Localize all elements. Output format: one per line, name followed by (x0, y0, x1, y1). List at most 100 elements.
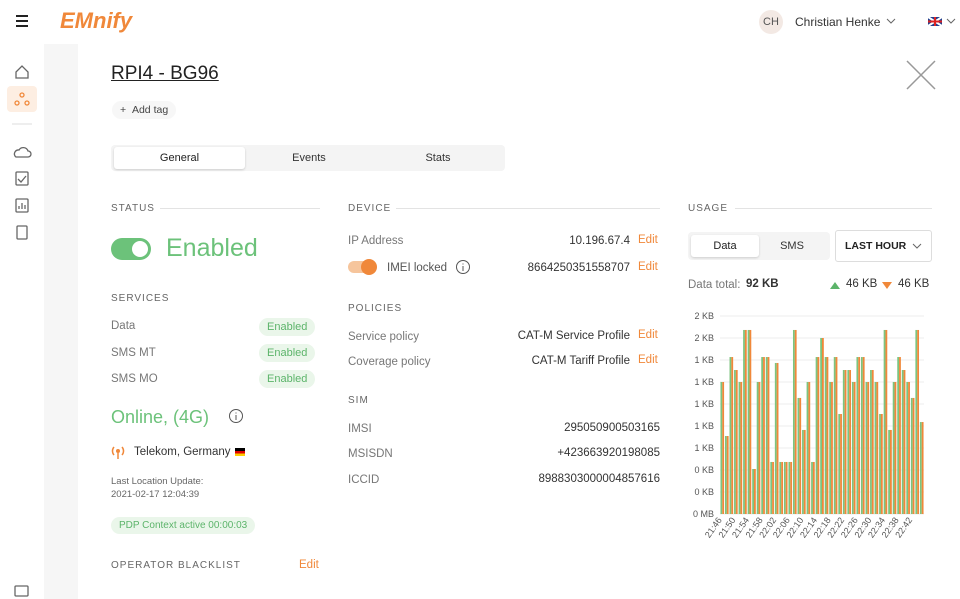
bar (799, 397, 802, 514)
bar (910, 397, 913, 514)
field-label: IMSI (348, 423, 372, 435)
service-name: SMS MT (111, 347, 156, 359)
tab[interactable]: Stats (425, 152, 451, 164)
imei-toggle[interactable] (348, 259, 377, 275)
bar (803, 429, 806, 514)
bar (824, 357, 827, 514)
bar (774, 362, 777, 514)
bar (724, 436, 727, 514)
usage-tab[interactable]: Data (691, 235, 759, 257)
bar (734, 370, 736, 514)
section-heading: SIM (348, 395, 369, 406)
tab[interactable]: General (114, 147, 245, 169)
add-tag[interactable]: + Add tag (112, 101, 177, 119)
edit-link[interactable]: Edit (638, 354, 658, 366)
bar (720, 382, 723, 514)
range-select[interactable]: LAST HOUR (835, 230, 932, 262)
bar (860, 357, 863, 514)
bar (919, 422, 922, 514)
bar (888, 429, 890, 514)
bar (754, 469, 756, 514)
edit-link[interactable]: Edit (638, 261, 658, 273)
logo[interactable]: EMnify (60, 8, 133, 33)
bar (792, 329, 795, 514)
bar (729, 357, 732, 514)
edit-link[interactable]: Edit (638, 329, 658, 341)
bar (903, 370, 906, 514)
add-tag-text: Add tag (131, 104, 169, 116)
bar (894, 382, 897, 514)
bar (797, 397, 800, 514)
close[interactable] (904, 58, 938, 92)
gutter (44, 44, 78, 599)
bar (874, 382, 877, 514)
edit-link[interactable]: Edit (638, 234, 658, 246)
usage-tab[interactable]: SMS (780, 240, 804, 252)
section-heading: DEVICE (348, 203, 392, 214)
edit-link[interactable]: Edit (299, 559, 319, 571)
bar (844, 370, 847, 514)
bar (790, 461, 793, 514)
service-name: Data (111, 320, 136, 332)
bar (817, 357, 820, 514)
bar (820, 338, 822, 514)
usage-chart: 0 MB 0 KB 0 KB 1 KB 1 KB 1 KB 1 KB 1 KB 2 KB 2 KB… (693, 311, 924, 540)
range-text: LAST HOUR (845, 240, 907, 252)
field-label: MSISDN (348, 448, 393, 460)
field-value: CAT-M Service Profile (517, 330, 630, 342)
bar (829, 382, 832, 514)
section-heading: POLICIES (348, 303, 403, 314)
y-tick-label: 1 KB (694, 355, 714, 365)
bar (892, 382, 895, 514)
field-value: 8664250351558707 (527, 262, 630, 274)
service-state: Enabled (259, 318, 316, 336)
tab[interactable]: Events (292, 152, 326, 164)
online-state: Online, (4G) (111, 407, 210, 427)
y-tick-label: 0 MB (693, 509, 714, 519)
bar (842, 370, 845, 514)
operator: Telekom, Germany (134, 446, 231, 458)
bar (890, 429, 892, 514)
bar (915, 329, 918, 514)
bar (822, 338, 824, 514)
bar (849, 370, 852, 514)
field-value: CAT-M Tariff Profile (531, 355, 630, 367)
total-label: Data total: (688, 279, 741, 291)
section-heading: USAGE (688, 203, 729, 214)
bar (779, 461, 782, 514)
bar (735, 370, 738, 514)
section-heading: SERVICES (111, 293, 170, 304)
bar (749, 329, 752, 514)
bar (740, 382, 743, 514)
avatar: CH (759, 10, 783, 34)
bar (744, 329, 747, 514)
bar (747, 329, 750, 514)
bar (838, 414, 841, 514)
signal-icon (111, 446, 125, 459)
bar (765, 357, 768, 514)
bar (853, 382, 856, 514)
y-tick-label: 0 KB (694, 465, 714, 475)
y-tick-label: 1 KB (694, 377, 714, 387)
bar (808, 382, 811, 514)
bar (899, 357, 901, 514)
section-heading: STATUS (111, 203, 155, 214)
field-value: 295050900503165 (564, 422, 660, 434)
bar (756, 382, 759, 514)
y-tick-label: 1 KB (694, 399, 714, 409)
bar (880, 414, 883, 514)
toggle[interactable] (111, 238, 151, 260)
bar (879, 414, 881, 514)
bar (722, 382, 725, 514)
bar (851, 382, 854, 514)
bar (870, 370, 872, 514)
user-name[interactable]: Christian Henke (795, 15, 881, 29)
rule (396, 208, 660, 209)
bar (862, 357, 865, 514)
info-icon[interactable] (455, 259, 471, 275)
rule (160, 208, 320, 209)
bar (794, 329, 797, 514)
info-icon[interactable] (228, 408, 244, 424)
bar (731, 357, 734, 514)
